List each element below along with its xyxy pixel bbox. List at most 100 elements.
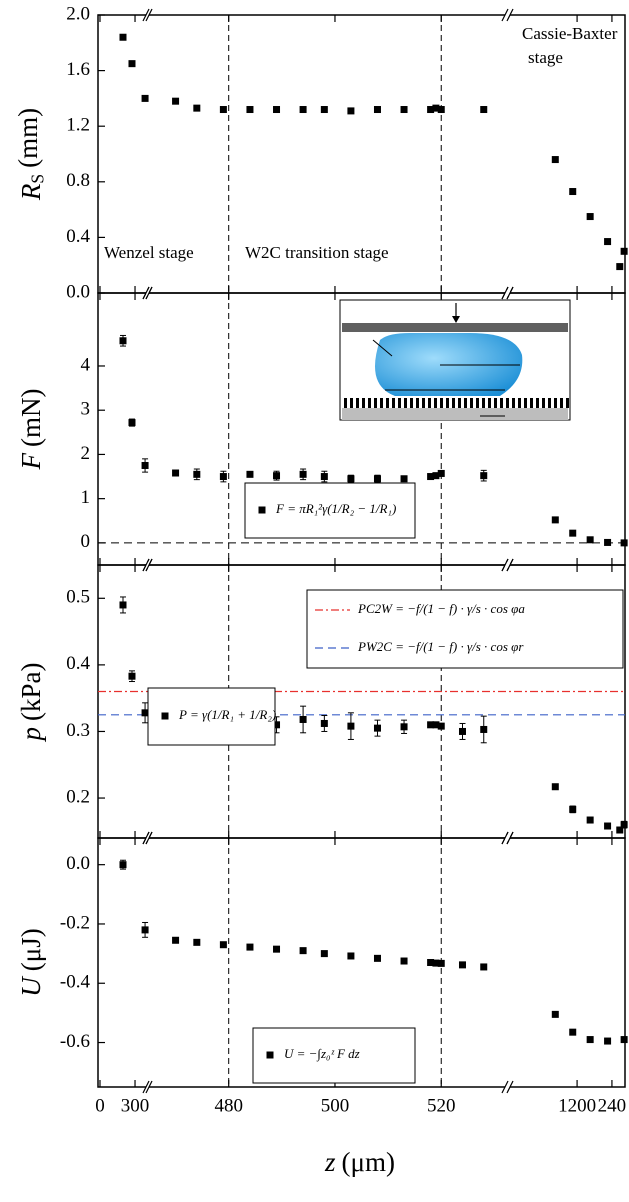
data-point <box>141 709 149 717</box>
data-point <box>620 821 628 829</box>
pillar <box>392 398 395 408</box>
pillar <box>386 398 389 408</box>
data-point <box>141 461 149 469</box>
pillar <box>458 398 461 408</box>
data-point <box>616 826 624 834</box>
legend-label: PC2W = −f/(1 − f) · γ/s · cos φa <box>357 601 525 616</box>
data-point <box>437 469 445 477</box>
data-point <box>458 961 466 969</box>
pillar <box>380 398 383 408</box>
data-point <box>273 472 281 480</box>
y-tick-label: 2 <box>81 443 91 464</box>
axis-title-unit: (kPa) <box>16 663 46 721</box>
axis-break <box>145 1080 153 1094</box>
data-point <box>320 106 328 114</box>
pillar <box>356 398 359 408</box>
axis-break-gap <box>146 290 149 296</box>
data-point <box>400 957 408 965</box>
axis-break-gap <box>505 12 510 18</box>
data-point <box>427 473 435 481</box>
data-point <box>432 959 440 967</box>
y-tick-label: 0.8 <box>66 170 90 191</box>
axis-break-gap <box>146 12 149 18</box>
data-point <box>400 723 408 731</box>
data-point <box>400 475 408 483</box>
data-point <box>193 104 201 112</box>
y-tick-label: 4 <box>81 354 91 375</box>
annotation: W2C transition stage <box>245 243 389 262</box>
data-point <box>347 952 355 960</box>
pillar <box>374 398 377 408</box>
substrate <box>342 408 568 420</box>
data-point <box>458 727 466 735</box>
data-point <box>480 106 488 114</box>
data-point <box>569 188 577 196</box>
y-tick-label: -0.4 <box>60 972 91 993</box>
axis-break <box>501 8 509 22</box>
y-tick-label: 0.4 <box>66 226 90 247</box>
data-point <box>119 337 127 345</box>
data-point <box>193 938 201 946</box>
axis-break <box>145 8 153 22</box>
y-tick-label: 3 <box>81 399 91 420</box>
pillar <box>482 398 485 408</box>
data-point <box>373 475 381 483</box>
pillar <box>368 398 371 408</box>
data-point <box>551 516 559 524</box>
y-tick-label: 1 <box>81 487 91 508</box>
x-tick-label: 1200 <box>558 1095 596 1116</box>
data-point <box>427 721 435 729</box>
data-point <box>299 947 307 955</box>
y-tick-label: 0.0 <box>66 853 90 874</box>
axis-break <box>142 1080 150 1094</box>
data-point <box>219 473 227 481</box>
legend-box <box>306 589 624 669</box>
pillar <box>548 398 551 408</box>
data-point <box>569 529 577 537</box>
axis-title: F (mN) <box>16 389 46 471</box>
data-point <box>299 106 307 114</box>
data-point <box>320 950 328 958</box>
axis-break <box>506 8 514 22</box>
axis-title-unit: (mm) <box>13 108 43 168</box>
axis-title: z (μm) <box>324 1147 395 1177</box>
r2-line <box>372 339 393 357</box>
data-point <box>219 106 227 114</box>
axis-title-symbol: R <box>16 183 46 201</box>
data-point <box>480 725 488 733</box>
y-tick-label: 0.2 <box>66 786 90 807</box>
data-point <box>604 238 612 246</box>
inset-diagram <box>339 299 571 421</box>
x-tick-label: 480 <box>214 1095 243 1116</box>
data-point <box>141 926 149 934</box>
legend-marker <box>266 1051 274 1059</box>
axis-break <box>145 286 153 300</box>
data-point <box>219 941 227 949</box>
top-plate <box>342 323 568 332</box>
data-point <box>427 106 435 114</box>
pillar <box>434 398 437 408</box>
data-point <box>437 959 445 967</box>
pillar <box>422 398 425 408</box>
data-point <box>273 721 281 729</box>
axis-break-gap <box>146 1084 149 1090</box>
pillar <box>428 398 431 408</box>
data-point <box>551 1010 559 1018</box>
pillar <box>362 398 365 408</box>
data-point <box>172 469 180 477</box>
axis-break <box>145 558 153 572</box>
axis-title: RS (mm) <box>13 108 47 201</box>
data-point <box>347 475 355 483</box>
y-tick-label: 0.0 <box>66 281 90 302</box>
data-point <box>586 213 594 221</box>
pillar <box>410 398 413 408</box>
pillar <box>500 398 503 408</box>
data-point <box>620 1036 628 1044</box>
axis-break-gap <box>146 562 149 568</box>
data-point <box>320 473 328 481</box>
data-point <box>373 954 381 962</box>
y-tick-label: 0 <box>81 531 91 552</box>
data-point <box>119 861 127 869</box>
pillar <box>416 398 419 408</box>
pillar <box>398 398 401 408</box>
